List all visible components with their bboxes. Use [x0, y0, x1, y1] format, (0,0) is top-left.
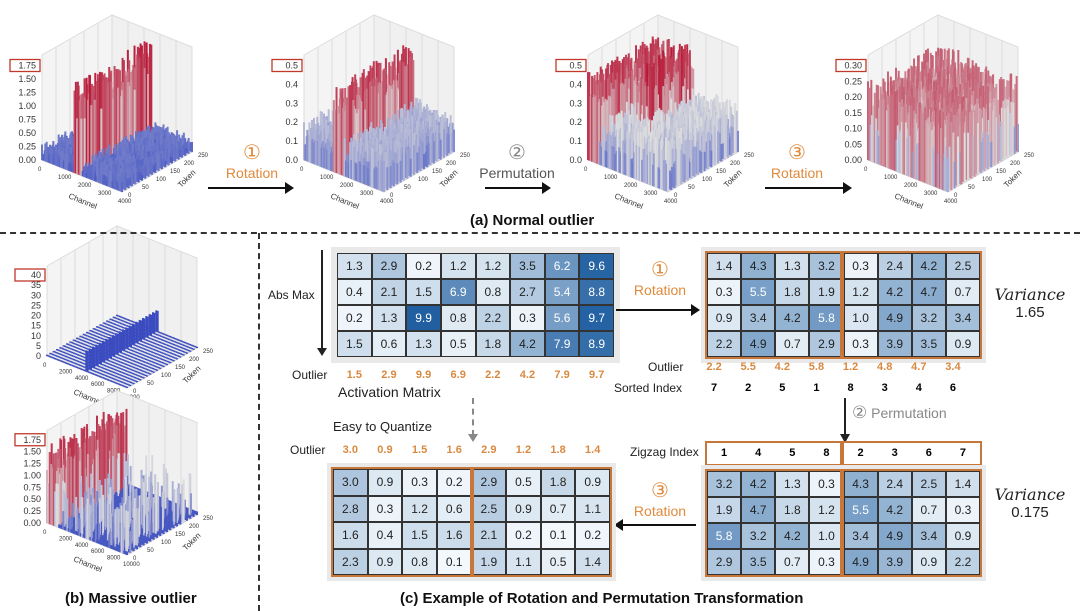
x-tick-label: 0 [300, 167, 304, 173]
x-axis-label: Channel [67, 192, 98, 212]
z-tick-label: 0.5 [569, 61, 582, 71]
plot-normal-permuted: 0.0 0.1 0.2 0.3 0.4 0.5 0 1000 2000 3000 4000 0 50 10… [546, 12, 761, 222]
y-tick-label: 0 [128, 193, 132, 199]
z-tick-label: 0.2 [285, 117, 298, 127]
x-tick-label: 4000 [664, 199, 678, 205]
y-tick-label: 100 [702, 177, 713, 183]
z-tick-label: 1.00 [18, 101, 36, 111]
z-tick-label: 0.3 [569, 98, 582, 108]
y-tick-label: 250 [744, 153, 755, 159]
y-tick-label: 0 [390, 193, 394, 199]
x-tick-label: 2000 [78, 183, 92, 189]
z-tick-label: 0.00 [18, 155, 36, 165]
y-tick-label: 150 [170, 169, 181, 175]
y-tick-label: 250 [198, 153, 209, 159]
z-tick-label: 0.4 [569, 79, 582, 89]
y-tick-label: 150 [432, 169, 443, 175]
z-tick-label: 0.50 [18, 128, 36, 138]
x-tick-label: 0 [584, 167, 588, 173]
x-tick-label: 3000 [98, 191, 112, 197]
z-tick-label: 0.0 [285, 155, 298, 165]
x-tick-label: 1000 [58, 175, 72, 181]
y-tick-label: 0 [674, 193, 678, 199]
y-tick-label: 250 [460, 153, 471, 159]
x-tick-label: 4000 [380, 199, 394, 205]
z-tick-label: 0.75 [18, 115, 36, 125]
x-tick-label: 3000 [360, 191, 374, 197]
y-tick-label: 200 [730, 161, 741, 167]
max-value-highlight [9, 58, 41, 73]
z-tick-label: 1.25 [18, 88, 36, 98]
y-tick-label: 50 [404, 185, 411, 191]
x-tick-label: 2000 [340, 183, 354, 189]
x-tick-label: 3000 [644, 191, 658, 197]
x-tick-label: 4000 [118, 199, 132, 205]
y-tick-label: 100 [418, 177, 429, 183]
z-tick-label: 0.1 [569, 136, 582, 146]
x-tick-label: 0 [38, 167, 42, 173]
y-tick-label: 50 [142, 185, 149, 191]
x-tick-label: 2000 [624, 183, 638, 189]
z-tick-label: 0.5 [285, 61, 298, 71]
x-axis-label: Channel [329, 192, 360, 212]
z-tick-label: 0.2 [569, 117, 582, 127]
plot-normal-rotated-again: 0.00 0.05 0.10 0.15 0.20 0.25 0.30 0 1000 2000 300… [826, 12, 1041, 222]
z-tick-label: 1.75 [18, 61, 36, 71]
y-tick-label: 100 [156, 177, 167, 183]
y-tick-label: 200 [446, 161, 457, 167]
y-tick-label: 50 [688, 185, 695, 191]
z-tick-label: 0.3 [285, 98, 298, 108]
z-tick-label: 0.4 [285, 79, 298, 89]
y-tick-label: 200 [184, 161, 195, 167]
x-tick-label: 1000 [604, 175, 618, 181]
max-value-highlight [271, 58, 303, 73]
x-axis-label: Channel [613, 192, 644, 212]
z-tick-label: 1.50 [18, 74, 36, 84]
y-tick-label: 150 [716, 169, 727, 175]
z-tick-label: 0.25 [18, 142, 36, 152]
max-value-highlight [555, 58, 587, 73]
x-tick-label: 1000 [320, 175, 334, 181]
plot-normal-original: 0.00 0.25 0.50 0.75 1.00 1.25 1.50 1.75 0 1000 200… [0, 12, 215, 222]
z-tick-label: 0.0 [569, 155, 582, 165]
z-tick-label: 0.1 [285, 136, 298, 146]
plot-normal-rotated: 0.0 0.1 0.2 0.3 0.4 0.5 0 1000 2000 3000 4000 0 50 10… [262, 12, 477, 222]
